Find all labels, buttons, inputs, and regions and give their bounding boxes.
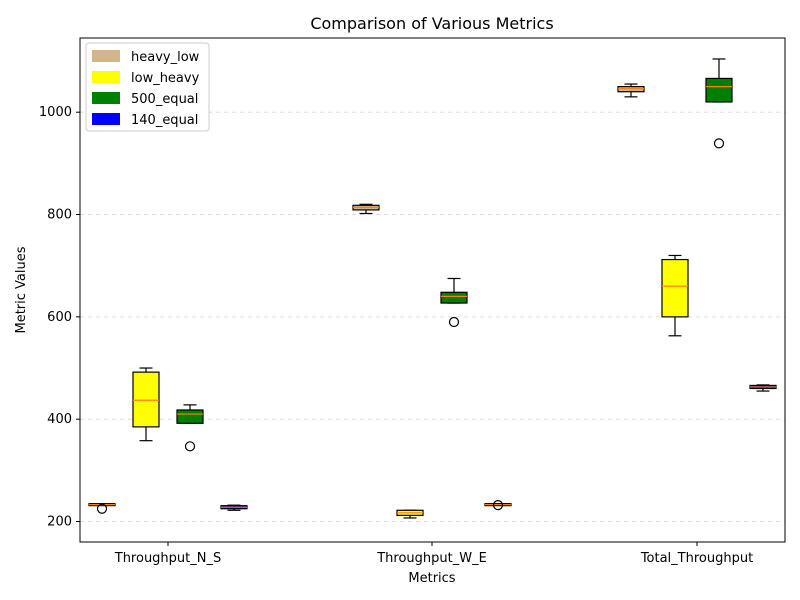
y-tick-label: 600 [47, 310, 72, 325]
legend-label-500_equal: 500_equal [131, 92, 198, 107]
x-axis: Throughput_N_S Throughput_W_E Total_Throug… [114, 542, 753, 566]
legend: heavy_low low_heavy 500_equal 140_equal [85, 42, 210, 132]
box-heavy_low-Throughput_W_E [352, 203, 380, 215]
box-heavy_low-Throughput_N_S [88, 503, 116, 514]
box-500_equal-Total_Throughput [705, 58, 733, 149]
x-tick-label: Total_Throughput [640, 551, 753, 566]
outlier-point [96, 503, 108, 514]
box-body [440, 291, 468, 304]
x-tick-label: Throughput_N_S [114, 551, 222, 566]
box-low_heavy-Total_Throughput [661, 254, 689, 337]
legend-swatch-low_heavy [92, 71, 120, 83]
box-body [661, 258, 689, 318]
y-tick-label: 400 [47, 412, 72, 427]
y-axis: 200 400 600 800 1000 [39, 105, 80, 530]
box-groups [88, 58, 777, 519]
box-body [705, 77, 733, 103]
box-140_equal-Throughput_W_E [484, 500, 512, 511]
y-tick-label: 800 [47, 208, 72, 223]
legend-swatch-140_equal [92, 113, 120, 125]
y-tick-label: 200 [47, 515, 72, 530]
box-low_heavy-Throughput_N_S [132, 367, 160, 442]
outlier-point [492, 500, 504, 511]
legend-swatch-500_equal [92, 92, 120, 104]
legend-label-heavy_low: heavy_low [131, 50, 200, 65]
x-axis-label: Metrics [408, 571, 455, 586]
box-500_equal-Throughput_W_E [440, 277, 468, 328]
box-body [132, 371, 160, 428]
outlier-point [713, 138, 725, 149]
legend-frame [85, 42, 210, 132]
box-heavy_low-Total_Throughput [617, 83, 645, 98]
outlier-point [184, 441, 196, 452]
box-body [176, 409, 204, 424]
legend-label-low_heavy: low_heavy [131, 71, 200, 86]
y-tick-label: 1000 [39, 105, 72, 120]
legend-label-140_equal: 140_equal [131, 113, 198, 128]
box-140_equal-Throughput_N_S [220, 504, 248, 511]
box-low_heavy-Throughput_W_E [396, 509, 424, 519]
x-tick-label: Throughput_W_E [376, 551, 487, 566]
outlier-point [448, 316, 460, 328]
chart-title: Comparison of Various Metrics [310, 14, 553, 33]
legend-swatch-heavy_low [92, 50, 120, 62]
box-500_equal-Throughput_N_S [176, 404, 204, 452]
y-axis-label: Metric Values [14, 246, 29, 333]
box-140_equal-Total_Throughput [749, 384, 777, 392]
